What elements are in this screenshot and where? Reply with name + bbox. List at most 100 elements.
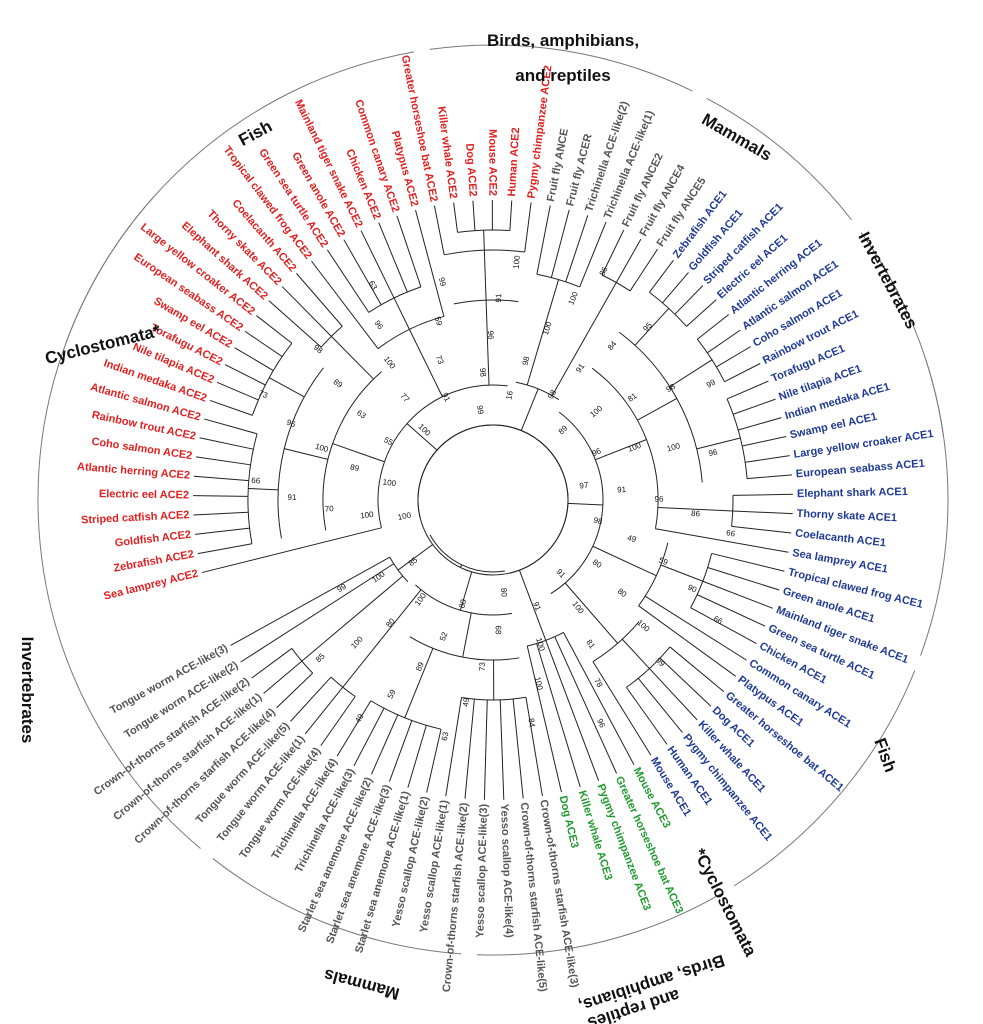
internal-branch bbox=[526, 279, 560, 386]
bootstrap-value: 100 bbox=[666, 441, 682, 453]
bootstrap-value: 91 bbox=[617, 485, 627, 495]
bootstrap-value: 100 bbox=[314, 442, 330, 454]
leaf-branch bbox=[742, 435, 787, 447]
internal-branch bbox=[408, 329, 443, 397]
internal-branch bbox=[331, 336, 374, 380]
internal-branch-arc bbox=[592, 621, 640, 663]
leaf-label: Coelacanth ACE1 bbox=[795, 527, 887, 549]
leaf-branch bbox=[433, 205, 445, 255]
group-arc bbox=[429, 44, 693, 92]
bootstrap-value: 59 bbox=[658, 556, 670, 568]
bootstrap-value: 99 bbox=[437, 276, 448, 287]
leaf-branch bbox=[716, 346, 752, 368]
bootstrap-value: 100 bbox=[588, 403, 604, 419]
leaf-branch bbox=[674, 285, 704, 315]
leaf-branch bbox=[732, 398, 776, 415]
internal-branch bbox=[284, 448, 329, 460]
bootstrap-value: 66 bbox=[726, 528, 737, 538]
bootstrap-value: 66 bbox=[251, 476, 261, 486]
internal-branch bbox=[301, 575, 404, 662]
leaf-branch bbox=[378, 222, 408, 293]
leaf-branch bbox=[445, 697, 462, 797]
bootstrap-value: 100 bbox=[570, 599, 586, 616]
leaf-branch bbox=[554, 636, 618, 774]
leaf-branch bbox=[326, 249, 370, 313]
internal-branch bbox=[483, 230, 485, 251]
internal-branch bbox=[269, 377, 305, 398]
leaf-branch bbox=[196, 456, 251, 466]
group-arc bbox=[37, 195, 201, 849]
bootstrap-value: 98 bbox=[478, 368, 488, 378]
leaf-branch bbox=[697, 314, 730, 340]
leaf-branch bbox=[644, 595, 747, 661]
leaf-branch bbox=[726, 380, 769, 400]
leaf-branch bbox=[563, 632, 635, 766]
leaf-branch bbox=[659, 657, 712, 707]
internal-branch bbox=[564, 582, 619, 644]
bootstrap-value: 96 bbox=[655, 495, 665, 504]
leaf-branch bbox=[204, 418, 258, 435]
leaf-label: Striped catfish ACE2 bbox=[81, 509, 190, 526]
leaf-branch bbox=[251, 648, 293, 679]
bootstrap-value: 99 bbox=[475, 405, 485, 416]
bootstrap-value: 91 bbox=[555, 567, 568, 580]
internal-branch bbox=[483, 250, 487, 301]
internal-branch bbox=[657, 507, 733, 512]
leaf-label: Trichinella ACE-like(2) bbox=[583, 100, 631, 214]
bootstrap-value: 91 bbox=[531, 601, 543, 613]
internal-branch-arc bbox=[417, 424, 535, 519]
leaf-branch bbox=[193, 511, 249, 516]
leaf-branch bbox=[311, 260, 379, 350]
leaf-branch bbox=[343, 239, 382, 306]
tree-branches bbox=[193, 199, 793, 800]
bootstrap-value: 100 bbox=[382, 477, 397, 488]
internal-branch bbox=[621, 638, 650, 669]
leaf-branch bbox=[197, 543, 253, 555]
leaf-branch bbox=[601, 229, 625, 276]
group-arc bbox=[733, 670, 916, 887]
leaf-branch bbox=[669, 646, 725, 693]
group-label-birds-top-line2: and reptiles bbox=[515, 66, 610, 85]
group-label-mammals-top: Mammals bbox=[698, 110, 775, 165]
group-label-fish-top: Fish bbox=[236, 117, 276, 150]
internal-branch bbox=[518, 570, 547, 641]
internal-branch bbox=[595, 439, 647, 461]
bootstrap-value: 100 bbox=[512, 255, 522, 270]
leaf-branch bbox=[655, 528, 789, 553]
leaf-label: Common canary ACE2 bbox=[352, 98, 401, 214]
bootstrap-value: 63 bbox=[440, 730, 451, 741]
leaf-branch bbox=[724, 363, 761, 383]
leaf-branch bbox=[738, 417, 782, 431]
leaf-branch bbox=[732, 510, 793, 515]
bootstrap-value: 99 bbox=[705, 377, 718, 389]
leaf-label: Dog ACE3 bbox=[557, 795, 581, 850]
bootstrap-value: 99 bbox=[336, 582, 349, 595]
internal-branch bbox=[669, 359, 713, 388]
internal-branch bbox=[462, 612, 472, 658]
internal-branch bbox=[342, 589, 422, 688]
bootstrap-value: 91 bbox=[288, 493, 297, 502]
internal-branch bbox=[459, 571, 473, 611]
leaf-branch bbox=[745, 455, 790, 463]
bootstrap-value: 89 bbox=[349, 463, 360, 474]
leaf-branch bbox=[565, 215, 589, 282]
leaf-branch bbox=[263, 660, 303, 694]
bootstrap-value: 100 bbox=[541, 320, 554, 336]
leaf-branch bbox=[336, 700, 372, 757]
bootstrap-value: 100 bbox=[417, 422, 433, 438]
internal-branch-arc bbox=[370, 700, 442, 730]
leaf-branch bbox=[545, 640, 600, 781]
internal-branch bbox=[567, 502, 603, 506]
leaf-branch bbox=[579, 221, 607, 288]
internal-branch-arc bbox=[429, 534, 505, 573]
bootstrap-value: 86 bbox=[691, 509, 701, 519]
leaf-branch bbox=[648, 260, 674, 293]
group-label-mammals-bottom: Mammals bbox=[322, 965, 402, 1003]
bootstrap-value: 96 bbox=[595, 717, 607, 729]
group-label-fish-right: Fish bbox=[870, 735, 900, 774]
bootstrap-value: 97 bbox=[579, 480, 590, 490]
bootstrap-value: 66 bbox=[712, 614, 725, 626]
internal-branch bbox=[551, 282, 617, 396]
leaf-label: Coho salmon ACE2 bbox=[91, 436, 193, 462]
